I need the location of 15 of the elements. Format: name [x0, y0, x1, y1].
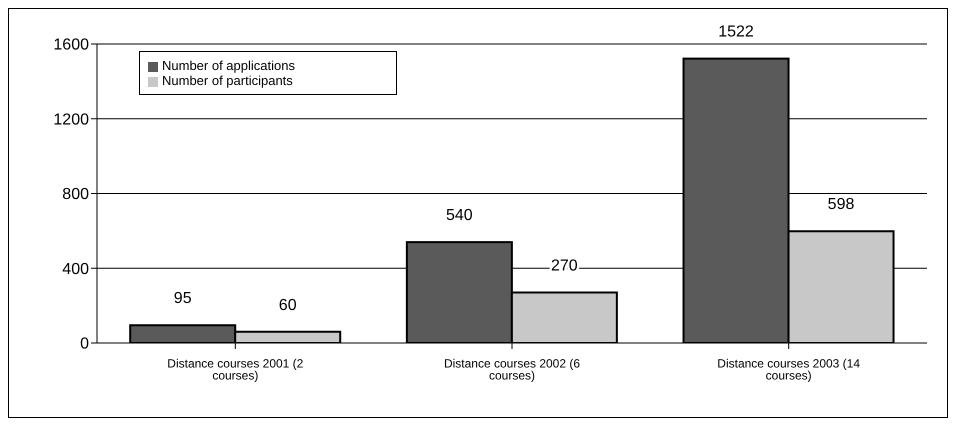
y-tick-label: 0 — [80, 336, 90, 353]
x-tick-label: Distance courses 2003 (14 courses) — [717, 356, 860, 383]
legend-label: Number of participants — [162, 73, 293, 88]
data-label: 1522 — [718, 24, 754, 41]
data-label: 60 — [278, 296, 297, 314]
x-tick-label: Distance courses 2001 (2 courses) — [167, 356, 304, 383]
data-label: 598 — [828, 196, 854, 214]
data-label: 540 — [446, 207, 473, 224]
y-tick-label: 1200 — [53, 111, 90, 128]
data-label: 95 — [174, 290, 192, 308]
y-tick-label: 400 — [62, 260, 90, 278]
y-tick-label: 800 — [62, 186, 90, 204]
y-tick-label: 1600 — [53, 36, 90, 54]
x-tick-label: Distance courses 2002 (6 courses) — [444, 356, 580, 383]
legend-label: Number of applications — [162, 58, 295, 73]
